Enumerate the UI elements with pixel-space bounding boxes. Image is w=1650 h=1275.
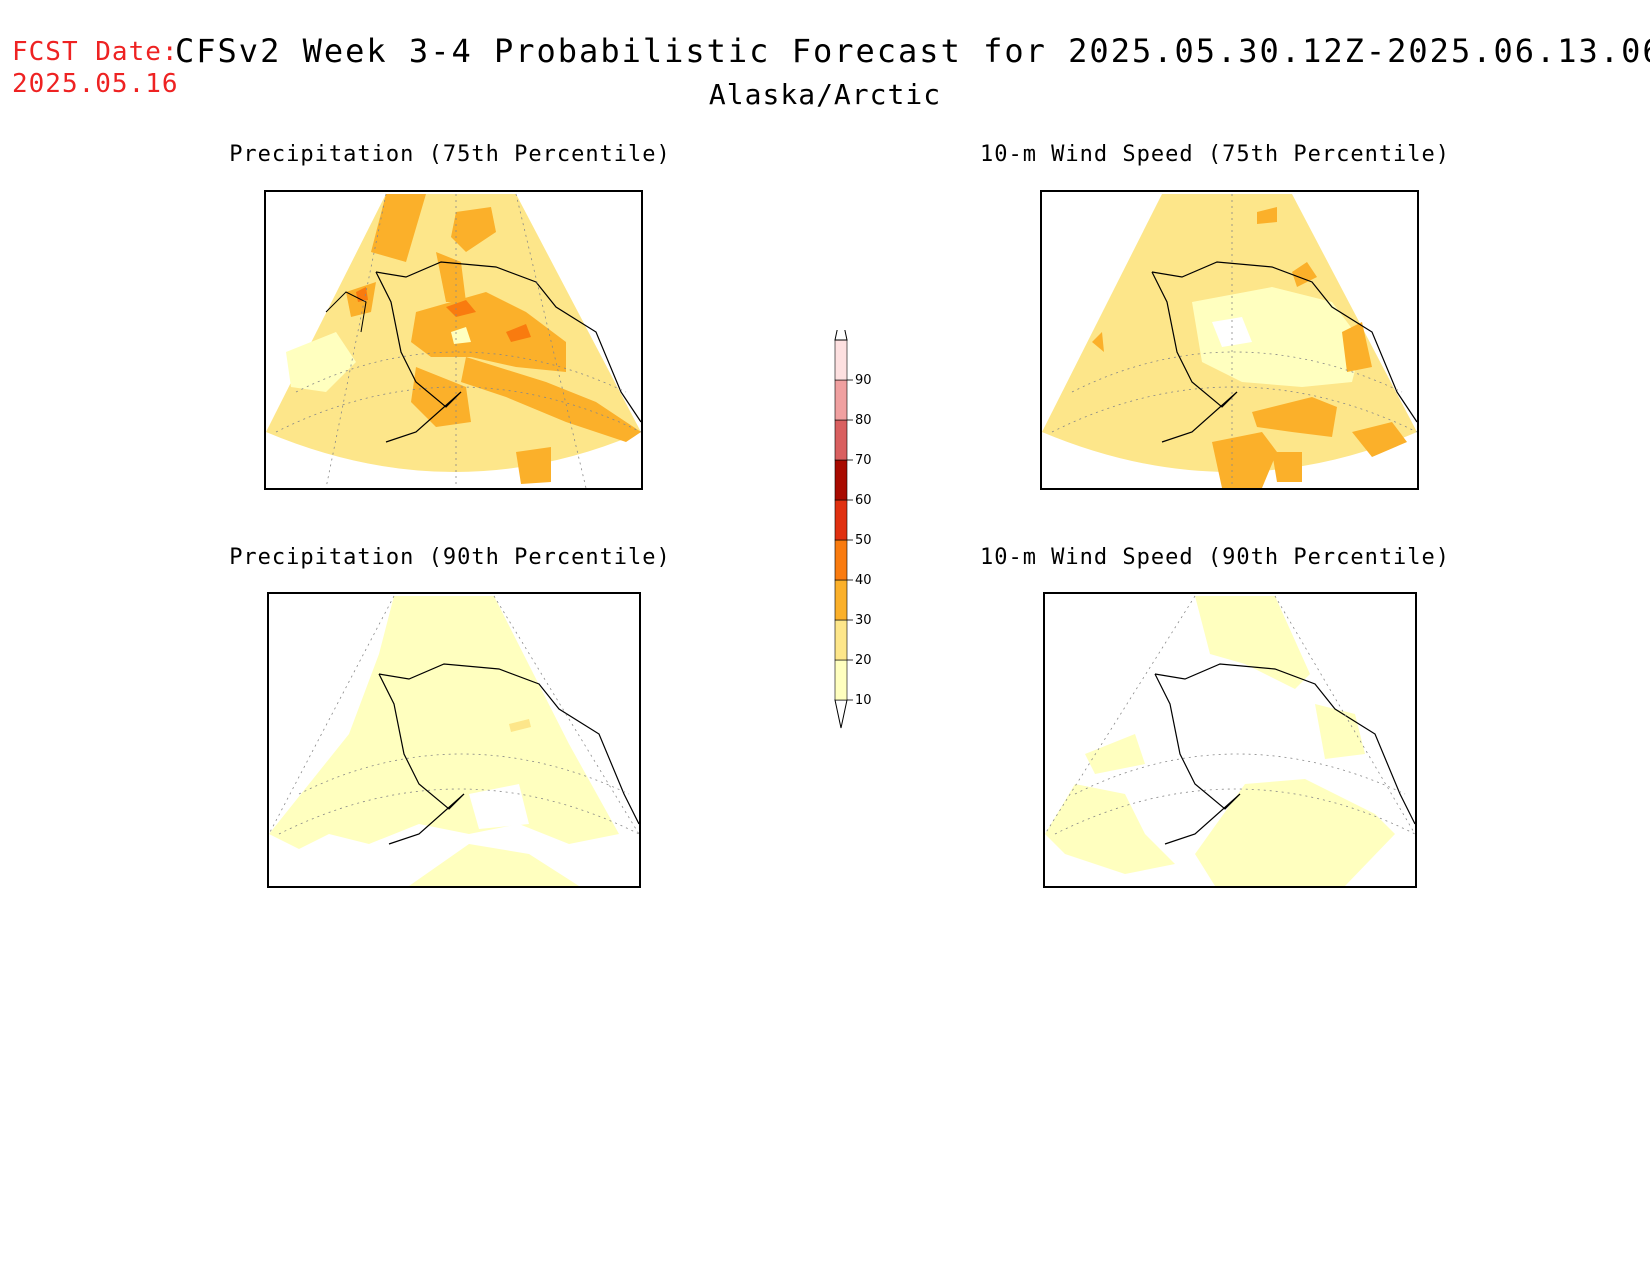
map-wind-90-svg [1045,595,1415,886]
legend-label: 70 [855,453,872,468]
forecast-date-label: FCST Date: [12,37,179,67]
map-precip-75 [264,190,643,490]
color-legend: 10 20 30 40 50 60 70 80 90 [820,311,880,734]
region-subtitle: Alaska/Arctic [708,78,942,111]
legend-label: 40 [855,573,872,588]
legend-swatch [834,379,848,421]
page-title: CFSv2 Week 3-4 Probabilistic Forecast fo… [175,32,1650,70]
legend-label: 20 [855,653,872,668]
legend-swatch [834,659,848,701]
legend-label: 90 [855,373,872,388]
legend-label: 30 [855,613,872,628]
map-precip-90-svg [269,595,639,886]
map-wind-90 [1043,592,1417,888]
legend-swatch [834,419,848,461]
legend-swatch [834,499,848,541]
legend-swatch [834,459,848,501]
legend-label: 50 [855,533,872,548]
panel-title-wind-75: 10-m Wind Speed (75th Percentile) [979,142,1451,167]
legend-swatch [834,539,848,581]
legend-swatch [834,619,848,661]
legend-label: 80 [855,413,872,428]
panel-title-precip-75: Precipitation (75th Percentile) [229,142,671,167]
panel-title-wind-90: 10-m Wind Speed (90th Percentile) [979,545,1451,570]
legend-cap-top [834,311,848,341]
map-precip-90 [267,592,641,888]
color-legend-svg: 10 20 30 40 50 60 70 80 90 [834,311,872,729]
legend-label: 60 [855,493,872,508]
legend-swatch [834,339,848,381]
legend-swatch [834,579,848,621]
forecast-date-block: FCST Date: 2025.05.16 [12,36,179,100]
map-wind-75 [1040,190,1419,490]
map-wind-75-svg [1042,194,1417,488]
forecast-date-value: 2025.05.16 [12,69,179,99]
legend-cap-bottom [834,699,848,729]
panel-title-precip-90: Precipitation (90th Percentile) [229,545,671,570]
map-precip-75-svg [266,193,641,488]
legend-label: 10 [855,693,872,708]
